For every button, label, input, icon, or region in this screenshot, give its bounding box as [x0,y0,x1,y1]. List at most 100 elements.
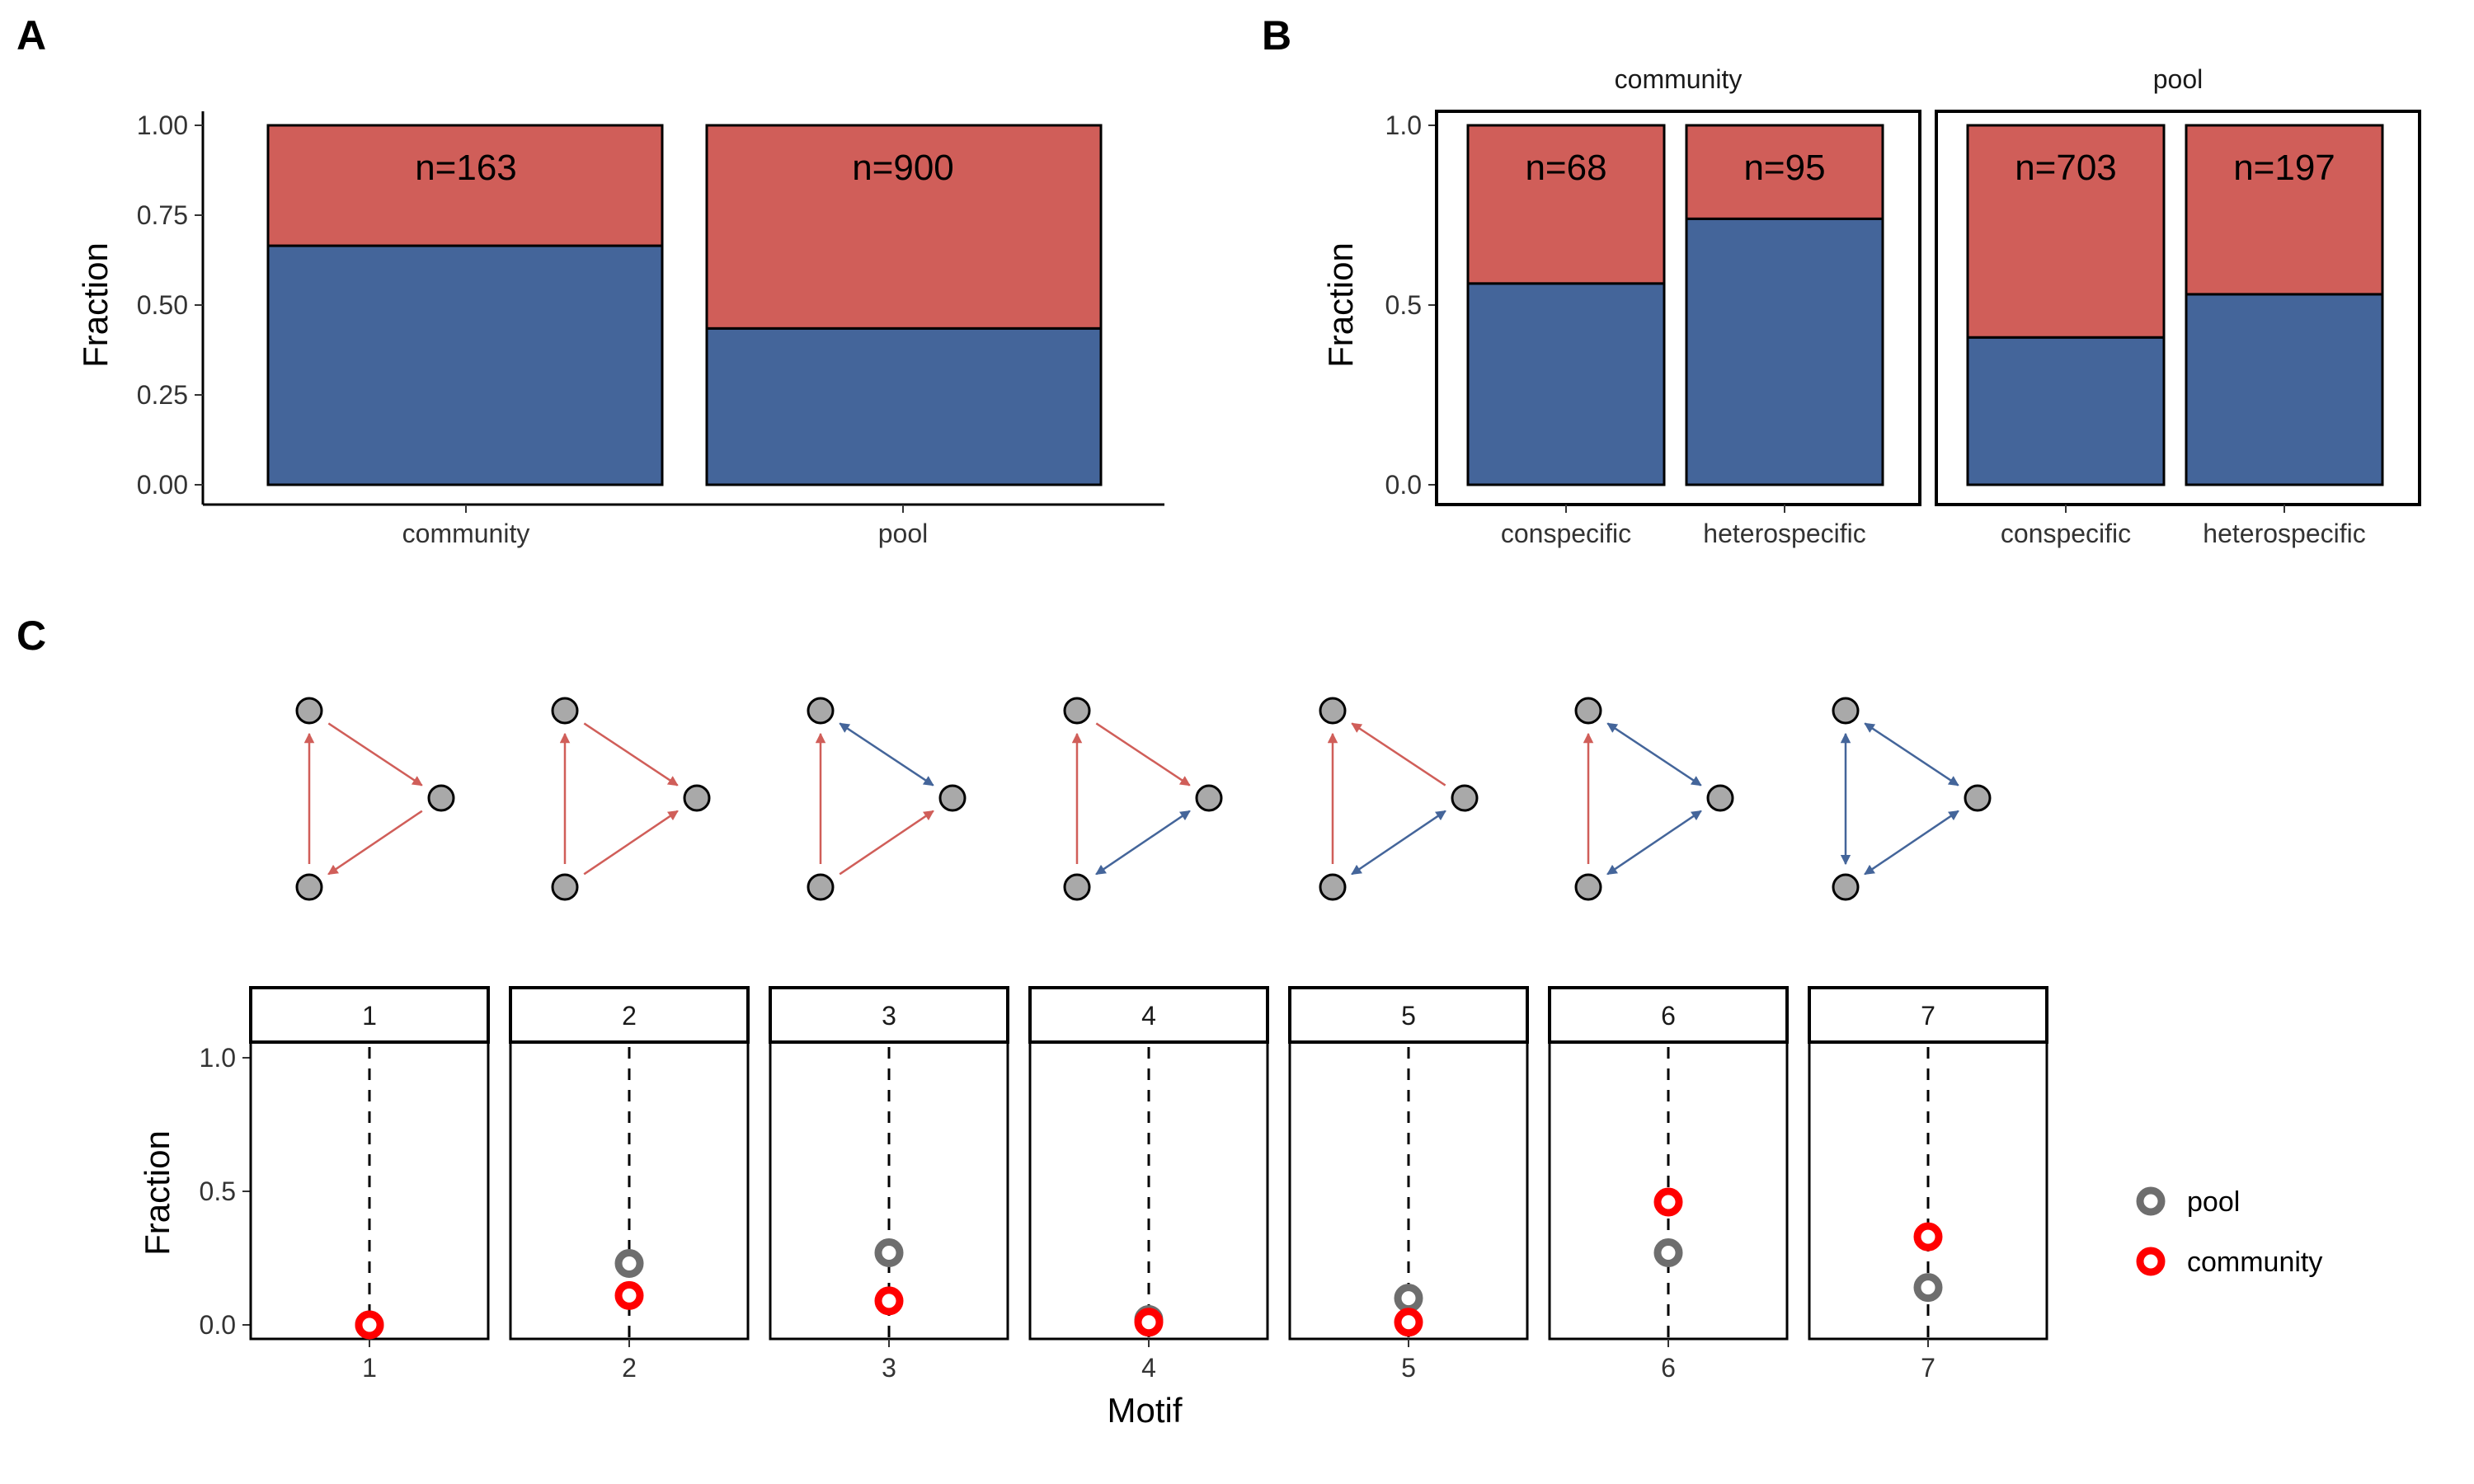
panel-a-bar-segment [705,326,1103,486]
motif-1-node [427,784,455,812]
motif-diagrams [295,697,1992,901]
motif-5-node [1319,873,1347,901]
panel-c-facet-strip-label: 5 [1401,1001,1416,1031]
panel-letter-b: B [1262,12,1291,59]
panel-b-bar-label: n=703 [2015,148,2117,188]
panel-b-bar-segment [1685,124,1884,220]
panel-a-x-tick-label: community [402,519,530,548]
panel-b: B Fraction 0.0 0.5 1.0 community n=68 conspec… [1262,12,2421,548]
motif-4-edge [1095,810,1191,876]
panel-c-x-tick-label: 1 [362,1353,377,1383]
panel-b-facet-frame [1435,110,1921,506]
panel-b-x-tick-label: heterospecific [2203,519,2365,548]
motif-2-node [683,784,711,812]
panel-b-y-axis-title: Fraction [1321,242,1360,368]
panel-c-facet-strip [769,986,1009,1044]
motif-7-node [1964,784,1992,812]
legend: pool community [2136,1186,2322,1278]
panel-c-facet-strip-label: 4 [1141,1001,1156,1031]
panel-b-bar-segment [1466,124,1666,285]
panel-b-x-tick-label: conspecific [1501,519,1631,548]
motif-3-node [938,784,967,812]
panel-c-facet-strip [1808,986,2048,1044]
panel-c: C Fraction 0.0 0.5 1.0 1 1 2 2 3 3 4 4 5 5 6 6 7 7 Motif… [16,613,2322,1430]
motif-1-edge [327,810,423,876]
panel-c-facet-strip [1028,986,1269,1044]
panel-c-facet-strip-label: 7 [1921,1001,1935,1031]
panel-c-point-community [1913,1222,1943,1252]
motif-2-node [551,697,579,725]
motif-3-node [807,697,835,725]
motif-7-edge [1864,722,1959,787]
panel-c-point-pool [1394,1284,1423,1313]
panel-c-y-tick-label: 1.0 [200,1043,236,1073]
panel-b-y-tick-label: 1.0 [1385,110,1422,140]
motif-6-edge [1606,722,1702,787]
panel-letter-a: A [16,12,46,59]
panel-c-x-tick-label: 4 [1141,1353,1156,1383]
panel-b-bar-segment [1966,336,2166,486]
panel-letter-c: C [16,613,46,659]
panel-c-y-tick-label: 0.5 [200,1176,236,1206]
panel-b-y-tick-label: 0.0 [1385,470,1422,500]
panel-b-x-tick-label: conspecific [2001,519,2131,548]
panel-c-facet-strip-label: 2 [622,1001,637,1031]
panel-b-bar-segment [1966,124,2166,339]
panel-a-y-tick-label: 0.75 [137,200,188,230]
panel-c-x-tick-label: 5 [1401,1353,1416,1383]
panel-a-bar-segment [266,244,664,486]
motif-5-edge [1351,810,1446,876]
panel-c-point-pool [614,1248,644,1278]
motif-6-edge [1606,810,1702,876]
panel-b-bar-segment [1685,217,1884,486]
legend-key-community [2136,1247,2166,1276]
panel-a-bar-segment [705,124,1103,330]
motif-3-edge [839,810,934,876]
panel-a-y-tick-label: 0.50 [137,290,188,320]
motif-3-node [807,873,835,901]
motif-7-node [1832,873,1860,901]
panel-c-x-tick-label: 7 [1921,1353,1935,1383]
panel-b-bar-segment [1466,282,1666,486]
legend-label-community: community [2187,1247,2322,1278]
panel-a-y-tick-label: 1.00 [137,110,188,140]
panel-c-x-axis-title: Motif [1107,1391,1182,1430]
panel-c-facet-strip-label: 3 [882,1001,896,1031]
panel-c-x-tick-label: 3 [882,1353,896,1383]
panel-b-facet-frame [1935,110,2421,506]
legend-label-pool: pool [2187,1186,2240,1218]
panel-c-facet-strip-label: 1 [362,1001,377,1031]
panel-b-bar-segment [2185,293,2384,486]
panel-b-facet-strip-label: community [1615,64,1743,94]
panel-b-bar-label: n=197 [2233,148,2335,188]
panel-a-bar-label: n=900 [852,148,954,188]
motif-5-node [1319,697,1347,725]
motif-7-edge [1864,810,1959,876]
panel-c-facet-strip-label: 6 [1661,1001,1676,1031]
panel-c-facet-strip [1288,986,1529,1044]
motif-1-node [295,873,323,901]
motif-2-node [551,873,579,901]
panel-c-point-pool [874,1238,904,1268]
motif-1-edge [327,722,423,787]
motif-1-node [295,697,323,725]
panel-b-x-tick-label: heterospecific [1703,519,1865,548]
motif-6-node [1574,873,1602,901]
panel-a-bar-label: n=163 [415,148,517,188]
panel-c-point-pool [1913,1273,1943,1303]
panel-c-point-community [874,1286,904,1316]
motif-2-edge [583,722,679,787]
panel-c-point-community [1394,1308,1423,1337]
panel-c-x-tick-label: 6 [1661,1353,1676,1383]
panel-c-point-community [355,1310,384,1340]
panel-a-y-tick-label: 0.00 [137,470,188,500]
panel-c-point-pool [1653,1238,1683,1268]
panel-b-bar-label: n=68 [1525,148,1606,188]
motif-6-node [1574,697,1602,725]
panel-c-y-axis-title: Fraction [138,1130,176,1256]
panel-b-bar-segment [2185,124,2384,296]
motif-5-edge [1351,722,1446,787]
motif-2-edge [583,810,679,876]
panel-c-point-community [614,1280,644,1310]
